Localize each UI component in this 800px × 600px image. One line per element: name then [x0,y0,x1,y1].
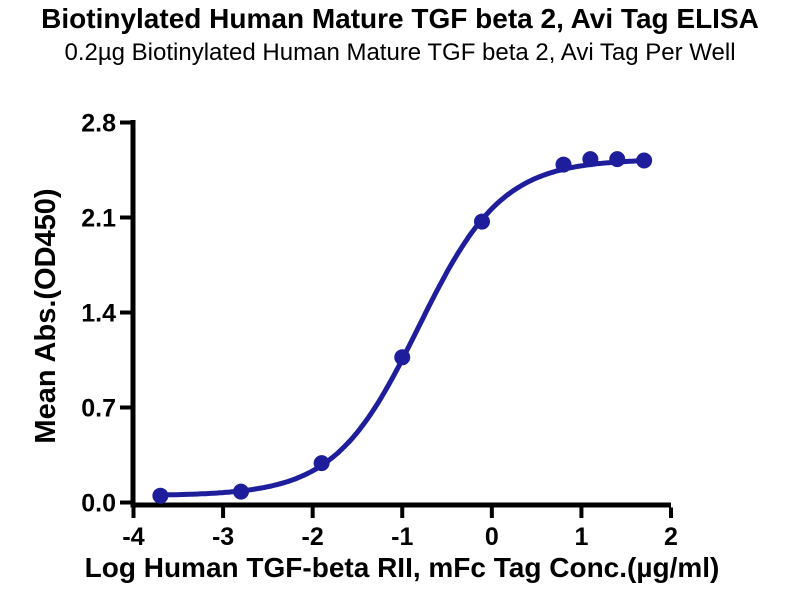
y-tick-label: 0.0 [81,490,116,518]
x-tick-label: 1 [574,523,588,551]
x-axis-title: Log Human TGF-beta RII, mFc Tag Conc.(µg… [84,552,720,583]
y-tick-label: 1.4 [81,300,116,328]
chart-subtitle: 0.2µg Biotinylated Human Mature TGF beta… [64,39,736,66]
x-tick-label: 0 [485,523,499,551]
data-point [473,213,490,230]
chart-title: Biotinylated Human Mature TGF beta 2, Av… [41,3,759,34]
data-point [582,151,599,168]
data-point [152,487,169,504]
data-point [313,455,330,472]
fit-curve [157,158,647,498]
x-tick-label: -2 [302,523,324,551]
data-point [609,151,626,168]
x-tick-label: 2 [664,523,678,551]
x-tick-label: -1 [391,523,413,551]
data-point [233,483,249,500]
y-tick-label: 0.7 [81,395,116,423]
data-point [636,152,653,169]
x-tick-label: -3 [212,523,234,551]
data-point [394,349,411,366]
y-tick-label: 2.8 [81,110,116,138]
x-tick-label: -4 [122,523,144,551]
data-point [555,156,572,173]
y-tick-label: 2.1 [81,205,116,233]
